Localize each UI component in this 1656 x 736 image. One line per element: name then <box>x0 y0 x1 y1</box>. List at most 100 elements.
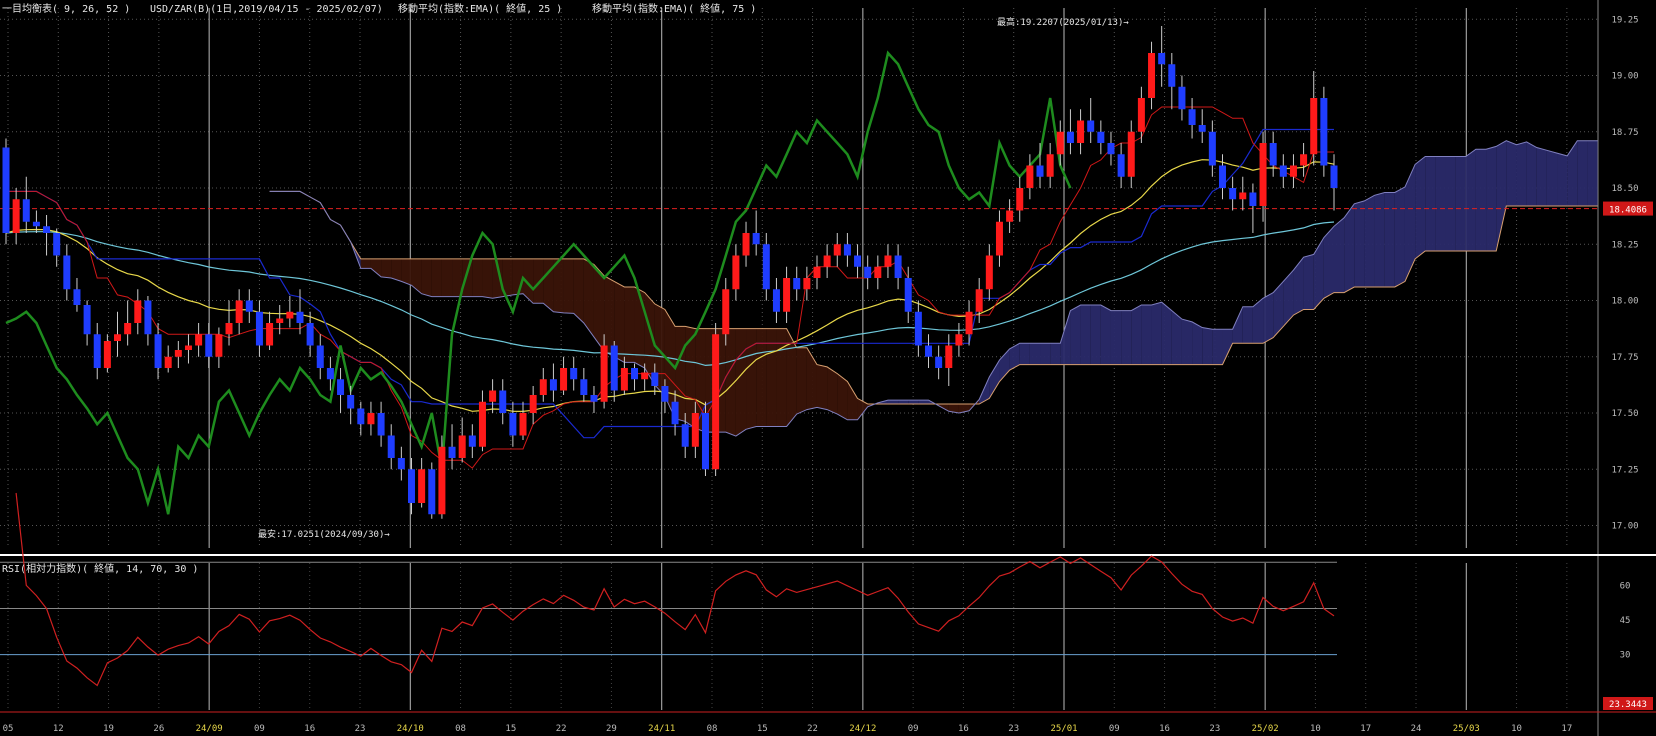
candle-body <box>1310 98 1318 155</box>
cloud-segment <box>573 258 584 323</box>
cloud-segment <box>1151 302 1162 365</box>
candle-body <box>854 255 862 267</box>
cloud-segment <box>1202 327 1213 365</box>
candle-body <box>671 401 679 425</box>
cloud-segment <box>1445 156 1456 251</box>
candle-body <box>1117 154 1125 177</box>
time-tick-label: 12 <box>53 724 64 734</box>
candle-body <box>1289 165 1297 177</box>
cloud-segment <box>1475 149 1487 251</box>
cloud-segment <box>989 360 1000 399</box>
price-tick-label: 17.25 <box>1611 465 1638 475</box>
cloud-segment <box>1313 237 1324 310</box>
candle-body <box>549 379 557 391</box>
indicator-lines <box>0 50 1598 515</box>
candle-body <box>448 446 456 458</box>
cloud-segment <box>695 328 706 433</box>
senkou-span-b <box>269 190 1598 405</box>
candle-body <box>1127 131 1135 177</box>
time-tick-label: 19 <box>103 724 114 734</box>
candle-body <box>1006 210 1014 222</box>
candle-body <box>661 386 669 402</box>
candle-body <box>732 255 740 290</box>
cloud-segment <box>735 328 747 437</box>
candle-body <box>245 300 253 312</box>
time-tick-label: 09 <box>908 724 919 734</box>
cloud-segment <box>543 258 554 312</box>
cloud-segment <box>847 381 858 420</box>
cloud-segment <box>1080 305 1091 365</box>
cloud-segment <box>452 258 463 297</box>
cloud-segment <box>1161 302 1172 365</box>
candle-body <box>1016 188 1024 211</box>
time-tick-label: 16 <box>304 724 315 734</box>
header-ema75: 移動平均(指数:EMA)( 終値, 75 ) <box>592 4 757 15</box>
cloud-segment <box>1323 226 1334 299</box>
time-tick-label: 16 <box>958 724 969 734</box>
cloud-segment <box>624 287 635 363</box>
cloud-segment <box>948 404 959 413</box>
candle-body <box>22 199 30 222</box>
cloud-segment <box>1404 164 1416 282</box>
cloud-segment <box>1303 254 1314 310</box>
candle-body <box>519 413 527 436</box>
cloud-segment <box>593 264 605 352</box>
candle-body <box>478 401 486 447</box>
candle-body <box>570 368 578 380</box>
cloud-segment <box>1435 156 1446 251</box>
cloud-segment <box>786 328 797 427</box>
candle-body <box>428 469 436 515</box>
candle-body <box>793 278 801 290</box>
candle-body <box>1046 154 1054 177</box>
candle-body <box>367 413 375 425</box>
candle-body <box>539 379 547 395</box>
candle-body <box>306 323 314 346</box>
candle-body <box>235 300 243 323</box>
price-tick-label: 19.25 <box>1611 15 1638 25</box>
candle-body <box>590 395 598 402</box>
candle-body <box>286 311 294 319</box>
time-tick-label: 24/10 <box>397 724 424 734</box>
price-tick-label: 17.00 <box>1611 522 1638 532</box>
candle-body <box>1198 125 1206 132</box>
cloud-segment <box>816 364 828 410</box>
cloud-segment <box>431 258 442 297</box>
candle-body <box>742 233 750 256</box>
cloud-segment <box>725 328 736 437</box>
cloud-segment <box>1171 310 1182 365</box>
candle-body <box>1077 120 1085 143</box>
kijun-line <box>6 128 1334 439</box>
cloud-segment <box>887 400 899 404</box>
candle-body <box>1087 120 1095 132</box>
candle-body <box>580 379 588 395</box>
cloud-segment <box>411 258 422 294</box>
candle-body <box>32 221 40 227</box>
cloud-segment <box>1415 156 1426 259</box>
candle-body <box>1026 165 1034 188</box>
cloud-segment <box>1273 281 1284 338</box>
time-tick-label: 29 <box>606 724 617 734</box>
candle-body <box>174 350 182 357</box>
candle-body <box>1097 131 1105 143</box>
cloud-segment <box>1263 292 1274 344</box>
candle-body <box>215 334 223 357</box>
cloud-segment <box>360 258 371 269</box>
cloud-segment <box>1070 305 1081 365</box>
cloud-segment <box>563 258 574 314</box>
candle-body <box>114 334 122 341</box>
time-tick-label: 15 <box>505 724 516 734</box>
cloud-segment <box>1354 200 1365 287</box>
cloud-segment <box>1486 146 1497 251</box>
rsi-badge: 23.3443 <box>1609 700 1647 710</box>
header-symbol: USD/ZAR(B)(1日,2019/04/15 - 2025/02/07) <box>150 4 383 15</box>
candle-body <box>1259 143 1267 206</box>
cloud-segment <box>1242 306 1253 344</box>
cloud-segment <box>1425 156 1436 251</box>
candle-body <box>610 345 618 391</box>
candle-body <box>641 372 649 380</box>
time-tick-label: 05 <box>3 724 14 734</box>
candle-body <box>529 395 537 413</box>
rsi-tick-label: 30 <box>1620 651 1631 661</box>
cloud-segment <box>908 400 919 404</box>
candle-body <box>397 458 405 470</box>
